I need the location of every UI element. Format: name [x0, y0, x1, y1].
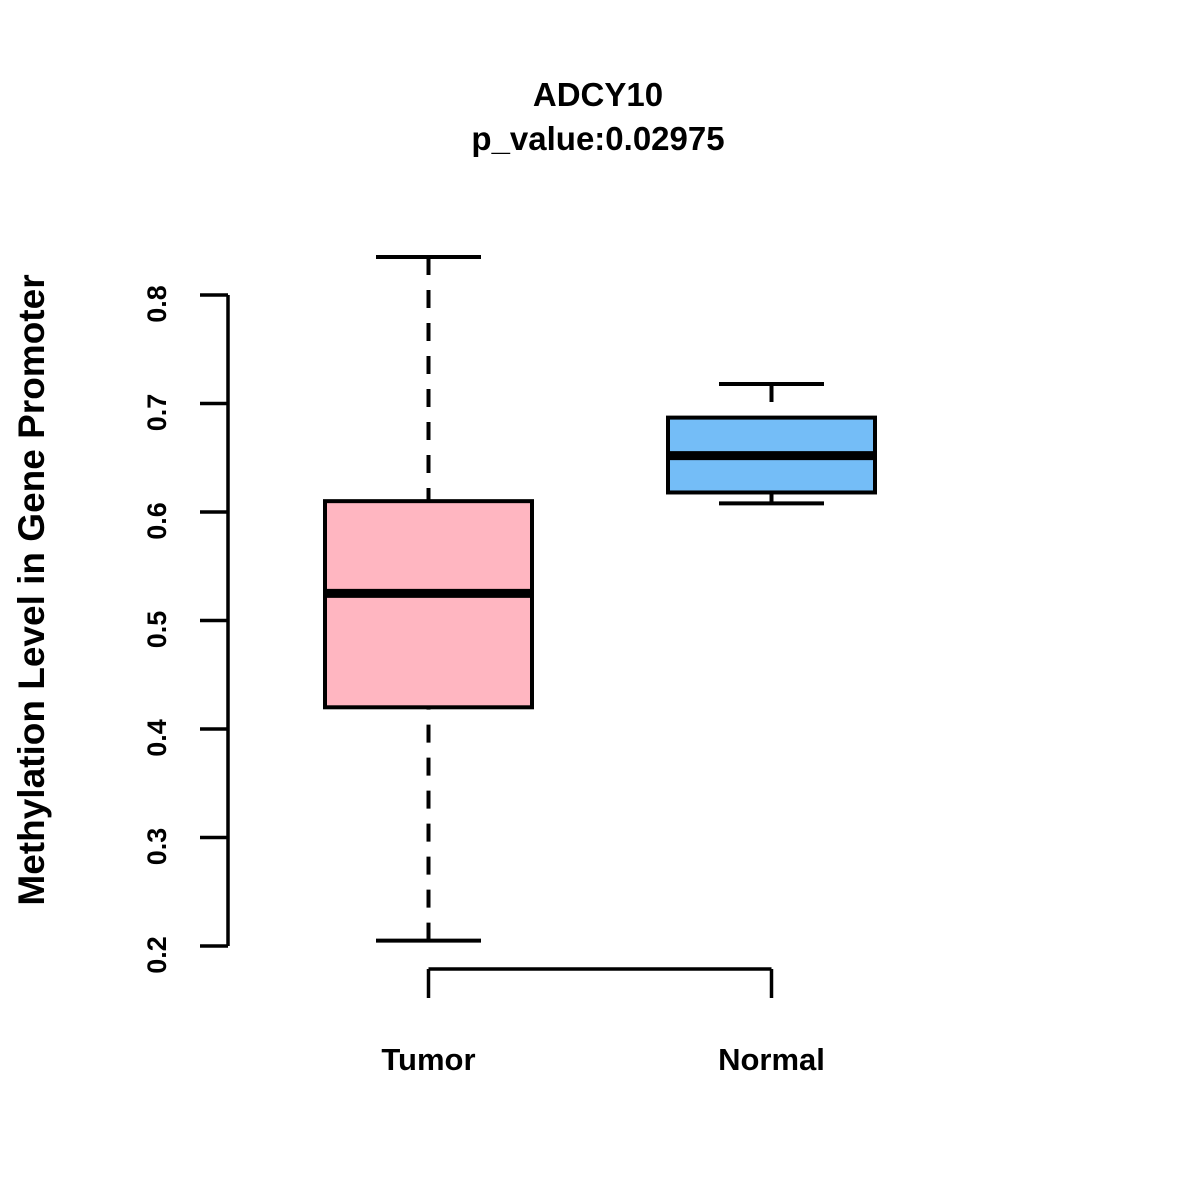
y-axis-tick-label: 0.4 — [142, 719, 172, 757]
chart-title: ADCY10 — [532, 76, 664, 113]
y-axis-tick-label: 0.8 — [142, 285, 172, 323]
category-label-tumor: Tumor — [381, 1042, 475, 1077]
y-axis-tick-label: 0.6 — [142, 502, 172, 540]
y-axis-tick-label: 0.7 — [142, 394, 172, 432]
box-tumor — [323, 499, 534, 710]
category-label-normal: Normal — [718, 1042, 825, 1077]
chart-subtitle: p_value:0.02975 — [471, 120, 725, 157]
y-axis-tick-label: 0.2 — [142, 936, 172, 974]
y-axis-tick-label: 0.3 — [142, 828, 172, 866]
y-axis-tick-label: 0.5 — [142, 611, 172, 649]
